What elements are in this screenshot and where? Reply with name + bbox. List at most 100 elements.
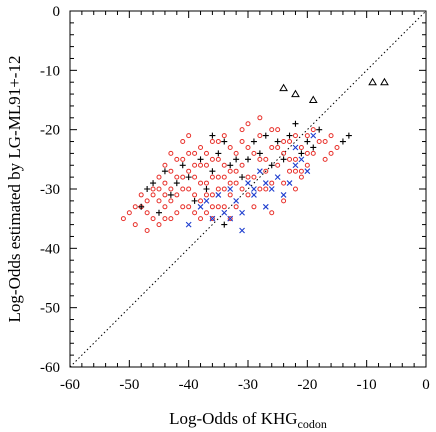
data-point-circle — [203, 162, 209, 168]
data-point-circle — [316, 139, 322, 145]
data-point-circle — [221, 162, 227, 168]
data-point-x — [268, 186, 275, 192]
data-point-circle — [180, 174, 186, 180]
data-point-circle — [174, 156, 180, 162]
data-point-circle — [203, 192, 209, 198]
x-tick-label: -50 — [119, 377, 139, 393]
data-point-circle — [198, 162, 204, 168]
data-point-plus — [316, 126, 323, 133]
data-point-x — [227, 215, 234, 222]
data-point-x — [256, 168, 263, 175]
data-point-circle — [251, 150, 257, 156]
data-point-x — [203, 197, 210, 204]
data-point-x — [262, 203, 269, 210]
data-point-x — [251, 192, 257, 198]
data-point-triangle — [380, 77, 389, 86]
data-point-circle — [328, 150, 334, 156]
data-point-plus — [268, 162, 275, 169]
data-point-plus — [185, 174, 192, 181]
data-point-triangle — [279, 83, 288, 92]
y-tick-label: -60 — [40, 360, 60, 376]
data-point-circle — [322, 156, 328, 162]
data-point-plus — [197, 156, 204, 163]
data-point-plus — [304, 138, 311, 145]
y-tick-label: 0 — [53, 4, 61, 20]
data-point-circle — [257, 186, 263, 192]
data-point-x — [310, 132, 317, 139]
data-point-circle — [132, 222, 138, 228]
y-tick-label: -40 — [40, 241, 60, 257]
data-point-circle — [186, 150, 192, 156]
data-point-circle — [263, 168, 269, 174]
data-point-circle — [328, 133, 334, 139]
data-point-circle — [156, 186, 162, 192]
data-point-circle — [310, 127, 316, 133]
data-point-circle — [281, 150, 287, 156]
data-point-circle — [162, 192, 168, 198]
data-point-circle — [144, 210, 150, 216]
data-point-x — [215, 192, 222, 198]
data-point-plus — [262, 132, 269, 139]
data-point-plus — [274, 138, 281, 145]
data-point-circle — [192, 210, 198, 216]
data-point-circle — [298, 174, 304, 180]
data-point-circle — [192, 174, 198, 180]
data-point-circle — [215, 186, 221, 192]
data-point-circle — [192, 192, 198, 198]
data-point-circle — [233, 204, 239, 210]
data-point-circle — [304, 150, 310, 156]
data-point-circle — [227, 144, 233, 150]
data-point-circle — [287, 156, 293, 162]
data-point-circle — [209, 204, 215, 210]
data-point-x — [251, 186, 257, 192]
data-point-circle — [251, 204, 257, 210]
data-point-circle — [168, 216, 174, 222]
data-point-plus — [345, 132, 352, 139]
data-point-circle — [144, 198, 150, 204]
data-point-circle — [233, 180, 239, 186]
data-point-circle — [233, 150, 239, 156]
data-point-x — [185, 221, 192, 228]
data-point-circle — [221, 204, 227, 210]
data-point-circle — [227, 216, 233, 222]
data-point-circle — [198, 180, 204, 186]
data-point-circle — [203, 180, 209, 186]
data-point-circle — [162, 204, 168, 210]
data-point-circle — [275, 144, 281, 150]
data-point-plus — [221, 221, 228, 228]
y-tick-label: -10 — [40, 63, 60, 79]
data-point-circle — [192, 150, 198, 156]
data-point-circle — [186, 186, 192, 192]
data-point-circle — [221, 174, 227, 180]
data-point-circle — [198, 144, 204, 150]
data-point-circle — [209, 139, 215, 145]
data-point-plus — [298, 150, 305, 157]
data-point-plus — [339, 138, 346, 145]
data-point-circle — [281, 198, 287, 204]
data-points-layer — [120, 77, 389, 234]
data-point-circle — [168, 150, 174, 156]
y-tick-label: -20 — [40, 123, 60, 139]
data-point-plus — [144, 186, 151, 192]
data-point-x — [280, 192, 287, 198]
data-point-circle — [275, 162, 281, 168]
data-point-circle — [150, 186, 156, 192]
data-point-x — [292, 144, 299, 151]
data-point-circle — [180, 156, 186, 162]
data-point-circle — [287, 139, 293, 145]
data-point-circle — [198, 198, 204, 204]
data-point-circle — [186, 168, 192, 174]
data-point-circle — [263, 156, 269, 162]
data-point-plus — [310, 144, 317, 151]
data-point-circle — [227, 192, 233, 198]
data-point-circle — [180, 204, 186, 210]
data-point-circle — [198, 216, 204, 222]
data-point-circle — [120, 216, 126, 222]
data-point-circle — [156, 174, 162, 180]
data-point-plus — [161, 168, 168, 175]
data-point-plus — [209, 132, 216, 139]
data-point-circle — [132, 204, 138, 210]
data-point-circle — [192, 162, 198, 168]
data-point-plus — [209, 168, 216, 175]
